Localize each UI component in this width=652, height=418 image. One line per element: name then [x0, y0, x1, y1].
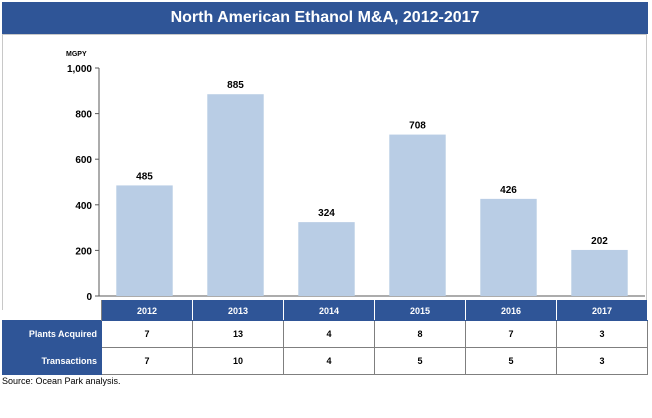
year-header-2012: 2012: [101, 300, 193, 321]
table-cell: 13: [192, 320, 284, 348]
data-label-2016: 426: [500, 185, 517, 196]
data-label-2017: 202: [591, 236, 608, 247]
year-header-row: 2012 2013 2014 2015 2016 2017: [2, 300, 648, 321]
row-label: Transactions: [2, 347, 102, 375]
table-cell: 10: [192, 347, 284, 375]
bar-2015: [389, 134, 446, 296]
data-label-2012: 485: [136, 171, 153, 182]
data-table: 2012 2013 2014 2015 2016 2017 Plants Acquired…: [2, 300, 648, 375]
table-cell: 8: [374, 320, 466, 348]
bar-2016: [480, 198, 537, 296]
y-tick-label: 200: [75, 246, 92, 257]
y-tick-label: 0: [86, 292, 92, 300]
data-label-2015: 708: [409, 121, 426, 132]
table-row: Transactions 7 10 4 5 5 3: [2, 347, 648, 375]
table-cell: 5: [465, 347, 557, 375]
row-label: Plants Acquired: [2, 320, 102, 348]
table-cell: 4: [283, 347, 375, 375]
table-cell: 3: [556, 347, 648, 375]
y-tick-label: 800: [75, 110, 92, 121]
year-header-2014: 2014: [283, 300, 375, 321]
table-cell: 5: [374, 347, 466, 375]
table-corner: [2, 300, 102, 321]
year-header-2013: 2013: [192, 300, 284, 321]
year-header-2016: 2016: [465, 300, 557, 321]
bar-2017: [571, 249, 628, 296]
data-label-2013: 885: [227, 80, 244, 91]
table-cell: 7: [465, 320, 557, 348]
year-header-2015: 2015: [374, 300, 466, 321]
table-cell: 7: [101, 320, 193, 348]
y-tick-label: 600: [75, 155, 92, 166]
table-row: Plants Acquired 7 13 4 8 7 3: [2, 320, 648, 348]
bar-2014: [298, 222, 355, 296]
y-axis-label: MGPY: [66, 51, 87, 58]
chart-title: North American Ethanol M&A, 2012-2017: [2, 2, 648, 34]
table-cell: 7: [101, 347, 193, 375]
bar-chart: MGPY 0 200 400 600 800 1,000 485 885 324 708 426 2…: [66, 51, 645, 300]
y-tick-label: 1,000: [67, 64, 92, 75]
table-cell: 4: [283, 320, 375, 348]
chart-area: [2, 34, 647, 310]
bar-2012: [116, 185, 173, 296]
bar-2013: [207, 94, 264, 296]
source-note: Source: Ocean Park analysis.: [2, 376, 121, 386]
data-label-2014: 324: [318, 208, 335, 219]
year-header-2017: 2017: [556, 300, 648, 321]
table-cell: 3: [556, 320, 648, 348]
y-tick-label: 400: [75, 201, 92, 212]
